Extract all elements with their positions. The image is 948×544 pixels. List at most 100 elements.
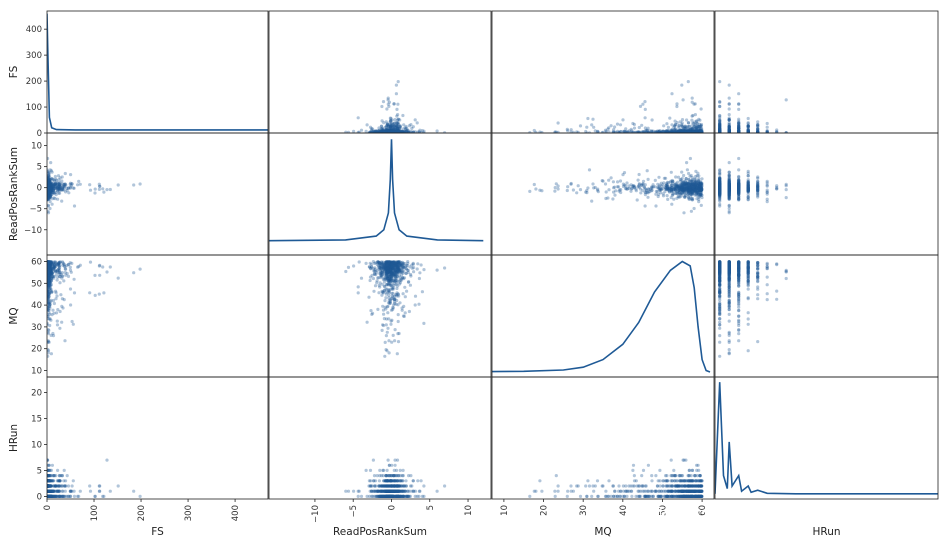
scatter-point [718, 127, 722, 131]
scatter-point [47, 183, 49, 187]
scatter-point [386, 130, 390, 133]
scatter-point [401, 129, 405, 133]
scatter-point [47, 185, 50, 190]
scatter-point [718, 193, 722, 197]
scatter-point [630, 187, 634, 191]
scatter-point [697, 188, 701, 193]
scatter-point [49, 190, 53, 194]
scatter-point [47, 190, 50, 194]
scatter-point [667, 131, 671, 133]
scatter-point [699, 130, 703, 133]
scatter-point [737, 131, 741, 133]
scatter-point [684, 193, 688, 198]
scatter-point [699, 131, 703, 133]
scatter-point [47, 190, 50, 194]
scatter-point [727, 129, 731, 133]
scatter-point [622, 130, 627, 133]
scatter-point [698, 189, 702, 193]
scatter-point [657, 131, 661, 133]
scatter-point [66, 186, 70, 190]
scatter-point [718, 126, 722, 130]
scatter-point [699, 180, 703, 184]
scatter-point [691, 197, 695, 201]
scatter-point [695, 193, 699, 198]
scatter-point [683, 182, 687, 186]
scatter-point [727, 131, 731, 133]
scatter-point [698, 185, 702, 189]
scatter-point [47, 187, 51, 191]
scatter-point [389, 128, 393, 133]
scatter-point [692, 187, 696, 191]
scatter-point [50, 177, 54, 181]
scatter-point [47, 195, 49, 199]
scatter-point [765, 179, 769, 183]
scatter-point [718, 126, 722, 130]
scatter-point [683, 129, 687, 133]
scatter-point [356, 130, 360, 133]
scatter-point [765, 130, 769, 133]
scatter-point [686, 185, 690, 189]
scatter-point [102, 291, 106, 295]
scatter-point [696, 183, 701, 188]
scatter-point [392, 130, 396, 133]
scatter-point [685, 188, 689, 192]
scatter-point [595, 188, 600, 192]
scatter-point [784, 131, 788, 133]
scatter-point [47, 186, 50, 190]
scatter-point [688, 131, 692, 133]
scatter-point [746, 130, 750, 133]
scatter-point [670, 128, 674, 132]
scatter-point [631, 121, 635, 126]
scatter-point [371, 130, 375, 133]
scatter-point [690, 127, 695, 131]
scatter-point [388, 129, 392, 133]
scatter-point [47, 180, 49, 184]
scatter-point [677, 195, 681, 199]
scatter-point [396, 131, 401, 133]
scatter-point [746, 124, 750, 128]
scatter-point [667, 189, 671, 193]
scatter-point [52, 185, 56, 189]
scatter-point [737, 124, 741, 128]
scatter-point [737, 126, 741, 131]
scatter-point [657, 129, 661, 133]
scatter-point [392, 131, 397, 133]
scatter-point [718, 126, 722, 130]
scatter-point [47, 192, 49, 196]
scatter-point [765, 190, 769, 194]
scatter-point [68, 181, 73, 185]
scatter-point [688, 185, 692, 189]
scatter-point [689, 129, 693, 133]
scatter-point [395, 107, 399, 111]
scatter-point [387, 129, 391, 133]
scatter-point [699, 107, 703, 111]
scatter-point [727, 130, 731, 133]
scatter-point [698, 127, 702, 131]
scatter-point [392, 129, 396, 133]
scatter-point [737, 129, 741, 133]
scatter-point [48, 188, 52, 192]
scatter-point [746, 128, 750, 132]
scatter-point [746, 180, 750, 184]
scatter-point [47, 180, 50, 184]
scatter-point [698, 185, 702, 189]
scatter-point [699, 130, 703, 133]
scatter-point [718, 188, 722, 192]
scatter-point [47, 190, 49, 194]
scatter-point [585, 191, 589, 195]
scatter-point [47, 197, 51, 201]
scatter-point [727, 186, 731, 190]
scatter-point [727, 194, 731, 198]
scatter-point [47, 189, 50, 193]
scatter-point [718, 130, 722, 133]
scatter-point [631, 184, 636, 188]
scatter-point [48, 184, 52, 188]
scatter-point [683, 129, 687, 133]
scatter-point [718, 129, 722, 133]
scatter-point [746, 131, 750, 133]
scatter-point [696, 131, 701, 133]
scatter-point [397, 131, 401, 133]
scatter-point [727, 96, 731, 100]
scatter-point [746, 189, 750, 193]
scatter-point [727, 191, 731, 195]
